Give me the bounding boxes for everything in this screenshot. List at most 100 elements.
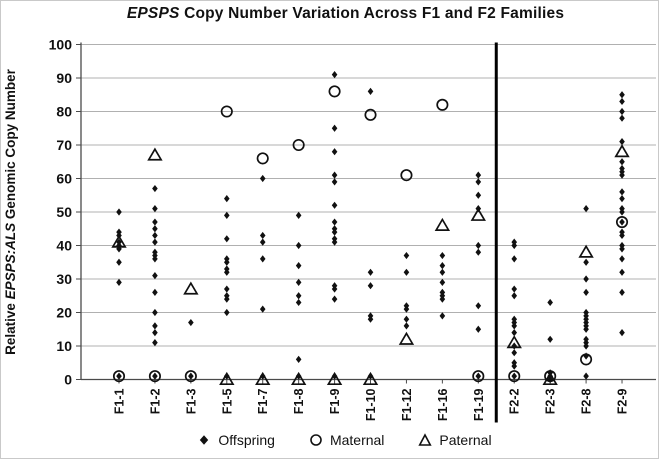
- maternal-point: [544, 370, 557, 383]
- offspring-point: [223, 268, 230, 276]
- offspring-point: [259, 238, 266, 246]
- paternal-point: [326, 371, 343, 386]
- offspring-point: [152, 238, 158, 246]
- offspring-point: [152, 231, 158, 240]
- offspring-point: [619, 97, 625, 106]
- x-category-label: F2-8: [580, 388, 594, 414]
- offspring-point: [439, 262, 446, 270]
- y-tick-label: 10: [56, 338, 72, 354]
- offspring-point: [511, 292, 518, 300]
- offspring-point: [511, 255, 518, 263]
- offspring-point: [583, 372, 589, 380]
- offspring-point: [152, 184, 158, 193]
- maternal-point: [292, 138, 305, 152]
- legend-item-paternal: Paternal: [418, 432, 492, 448]
- offspring-point: [152, 322, 158, 330]
- offspring-point: [152, 218, 158, 226]
- offspring-point: [295, 355, 302, 363]
- offspring-point: [475, 241, 482, 250]
- offspring-point: [511, 342, 518, 350]
- maternal-circle-icon: [310, 434, 322, 446]
- maternal-point: [184, 370, 197, 383]
- x-category-label: F1-10: [364, 388, 378, 421]
- maternal-point: [508, 370, 521, 383]
- y-tick-label: 90: [56, 70, 72, 86]
- offspring-point: [295, 298, 302, 307]
- offspring-point: [295, 241, 302, 250]
- x-category-label: F1-1: [113, 388, 127, 414]
- offspring-point: [152, 225, 158, 233]
- offspring-point: [583, 342, 589, 350]
- offspring-point: [475, 302, 482, 310]
- offspring-point: [439, 278, 446, 286]
- offspring-point: [223, 308, 230, 317]
- offspring-point: [439, 312, 446, 320]
- legend-label-maternal: Maternal: [329, 432, 385, 448]
- x-category-label: F2-9: [616, 388, 630, 414]
- offspring-point: [403, 305, 410, 313]
- paternal-triangle-icon: [418, 433, 433, 446]
- offspring-point: [223, 195, 230, 203]
- chart-legend: Offspring Maternal Paternal: [31, 428, 658, 452]
- offspring-point: [259, 372, 266, 380]
- offspring-point: [367, 372, 374, 380]
- x-category-label: F1-7: [256, 388, 270, 414]
- x-category-label: F1-19: [472, 388, 486, 421]
- paternal-point: [255, 371, 271, 386]
- offspring-point: [223, 258, 230, 266]
- y-tick-label: 20: [56, 305, 72, 321]
- offspring-point: [403, 315, 410, 323]
- offspring-point: [583, 275, 589, 283]
- offspring-point: [295, 211, 302, 219]
- paternal-point: [542, 371, 558, 386]
- offspring-point: [331, 171, 338, 179]
- offspring-point: [619, 329, 625, 337]
- offspring-point: [511, 329, 518, 337]
- offspring-point: [511, 349, 518, 357]
- offspring-point: [475, 248, 482, 256]
- offspring-point: [116, 208, 122, 216]
- x-category-label: F1-16: [436, 388, 450, 421]
- offspring-point: [619, 188, 625, 196]
- paternal-point: [290, 371, 307, 386]
- paternal-point: [111, 234, 127, 248]
- offspring-point: [403, 251, 410, 260]
- offspring-point: [331, 285, 338, 293]
- offspring-point: [223, 235, 230, 243]
- offspring-point: [223, 295, 230, 303]
- offspring-point: [619, 138, 625, 146]
- maternal-point: [328, 85, 341, 98]
- offspring-diamond-icon: [200, 435, 209, 445]
- maternal-point: [580, 353, 593, 366]
- x-category-label: F1-3: [184, 388, 198, 414]
- offspring-point: [475, 191, 482, 199]
- offspring-point: [439, 268, 446, 276]
- offspring-point: [188, 372, 194, 380]
- offspring-point: [547, 335, 553, 343]
- offspring-point: [583, 288, 589, 296]
- paternal-point: [434, 217, 451, 231]
- offspring-point: [152, 308, 158, 317]
- offspring-point: [475, 325, 482, 333]
- offspring-point: [152, 205, 158, 213]
- offspring-point: [188, 318, 194, 327]
- offspring-point: [511, 322, 518, 330]
- offspring-point: [367, 268, 374, 276]
- offspring-point: [223, 285, 230, 293]
- offspring-point: [511, 372, 518, 380]
- maternal-point: [364, 108, 377, 121]
- offspring-point: [295, 278, 302, 286]
- offspring-point: [619, 91, 625, 99]
- legend-item-offspring: Offspring: [197, 432, 275, 448]
- legend-label-offspring: Offspring: [218, 432, 275, 448]
- paternal-point: [398, 331, 415, 345]
- offspring-point: [331, 71, 338, 79]
- offspring-point: [223, 211, 230, 219]
- legend-item-maternal: Maternal: [309, 432, 384, 448]
- paternal-point: [578, 244, 594, 258]
- x-category-label: F2-3: [544, 388, 558, 414]
- maternal-point: [220, 105, 233, 118]
- offspring-point: [619, 107, 625, 116]
- offspring-point: [331, 148, 338, 156]
